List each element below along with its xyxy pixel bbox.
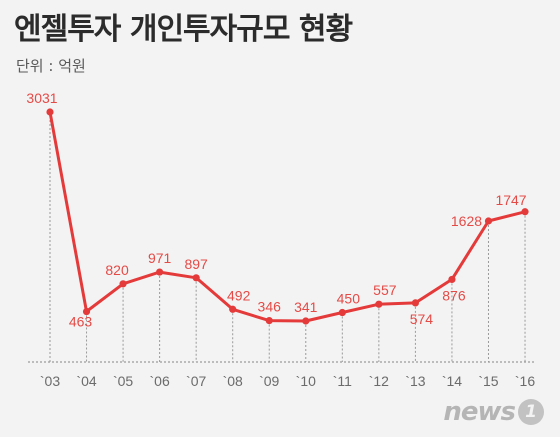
- x-tick-label: `10: [296, 373, 316, 389]
- x-tick-label: `07: [186, 373, 206, 389]
- data-label: 574: [410, 311, 434, 327]
- data-point: [521, 208, 529, 216]
- x-tick-label: `06: [150, 373, 170, 389]
- data-label: 971: [148, 250, 172, 266]
- data-point: [338, 308, 346, 317]
- page-title: 엔젤투자 개인투자규모 현황: [14, 12, 353, 47]
- data-label: 897: [184, 256, 208, 272]
- data-point: [82, 307, 91, 316]
- x-tick-label: `12: [369, 373, 389, 389]
- data-point: [156, 268, 164, 276]
- data-label: 1628: [451, 213, 482, 229]
- data-point: [192, 274, 200, 282]
- data-point: [265, 317, 273, 325]
- x-tick-label: `16: [515, 373, 535, 389]
- x-tick-label: `11: [333, 373, 352, 389]
- x-tick-label: `05: [113, 373, 133, 389]
- data-point: [484, 217, 493, 225]
- data-label: 450: [337, 291, 361, 307]
- x-tick-label: `08: [223, 373, 243, 389]
- data-point: [302, 317, 310, 325]
- x-tick-label: `14: [442, 373, 462, 389]
- data-label: 341: [294, 299, 318, 315]
- x-tick-label: `15: [478, 373, 498, 389]
- news1-logo: news 1: [443, 397, 544, 427]
- data-point: [448, 275, 456, 284]
- data-point: [229, 305, 237, 313]
- data-label: 346: [258, 299, 282, 315]
- data-point: [46, 108, 54, 116]
- data-label: 463: [69, 314, 93, 330]
- x-tick-label: `03: [40, 373, 60, 389]
- logo-text: news: [443, 397, 516, 427]
- data-point: [119, 280, 127, 288]
- data-label: 492: [227, 287, 251, 303]
- data-label: 557: [373, 282, 397, 298]
- x-tick-label: `09: [259, 373, 279, 389]
- series-line: [48, 110, 527, 323]
- logo-badge: 1: [518, 399, 544, 425]
- data-label: 3031: [26, 90, 57, 106]
- data-label: 1747: [495, 192, 526, 208]
- data-label: 876: [442, 287, 466, 303]
- data-label: 820: [105, 262, 129, 278]
- data-point: [411, 299, 419, 307]
- unit-label: 단위 : 억원: [16, 57, 86, 75]
- data-point: [375, 300, 383, 308]
- x-tick-label: `04: [76, 373, 96, 389]
- x-tick-label: `13: [405, 373, 425, 389]
